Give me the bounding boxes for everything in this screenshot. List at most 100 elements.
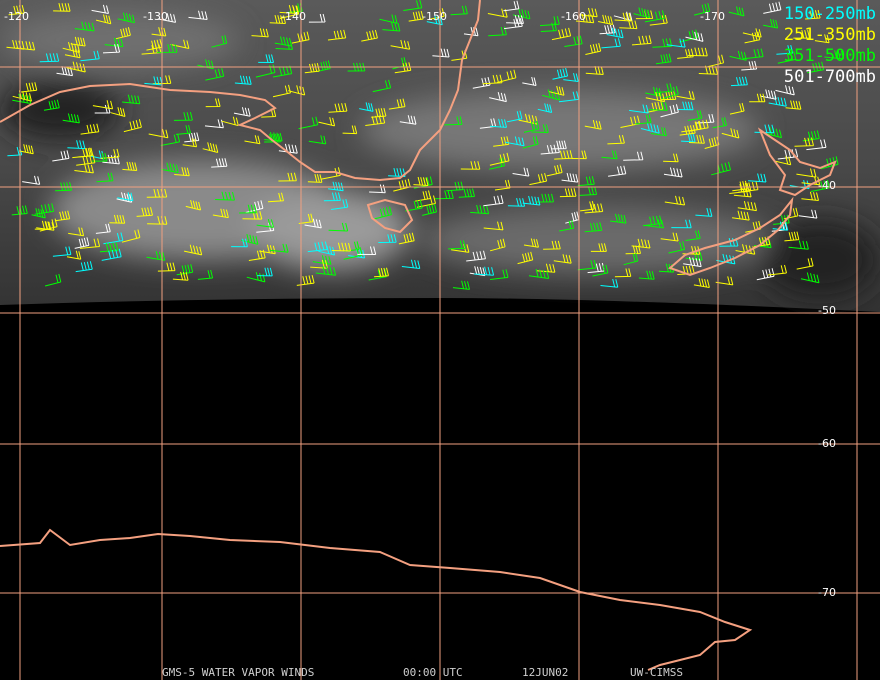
- wind-barb: [403, 0, 423, 11]
- wind-barb: [590, 243, 607, 252]
- wind-barb: [638, 270, 655, 280]
- wind-barb: [681, 120, 701, 133]
- wind-barb: [279, 4, 299, 14]
- wind-barb: [211, 35, 228, 48]
- wind-barb: [452, 280, 470, 290]
- wind-barb: [693, 2, 711, 16]
- wind-barb: [619, 20, 638, 30]
- wind-barb: [644, 219, 664, 229]
- footer: GMS-5 WATER VAPOR WINDS 00:00 UTC 12JUN0…: [162, 666, 683, 679]
- wind-barb: [784, 231, 800, 242]
- wind-barb: [763, 126, 782, 139]
- wind-barb: [814, 34, 830, 44]
- wind-barb: [631, 238, 651, 249]
- wind-barb: [426, 15, 443, 26]
- wind-barb: [257, 267, 273, 277]
- wind-barb: [19, 144, 34, 155]
- wind-barb: [522, 136, 539, 149]
- wind-barb: [141, 44, 162, 55]
- wind-barb: [640, 122, 660, 134]
- wind-barb: [610, 213, 627, 224]
- wind-barb: [648, 102, 668, 111]
- wind-barb: [559, 188, 577, 198]
- wind-barb: [805, 9, 821, 20]
- wind-barb: [741, 60, 758, 71]
- lon-label: -140: [281, 10, 306, 23]
- wind-barb: [584, 119, 602, 130]
- lon-label: -170: [700, 10, 725, 23]
- wind-barb: [794, 137, 814, 147]
- wind-barb: [258, 54, 274, 63]
- wind-barb: [728, 6, 745, 17]
- wind-barb: [315, 265, 337, 276]
- wind-barb: [136, 207, 153, 217]
- wind-barb: [644, 10, 665, 23]
- wind-barb: [95, 14, 112, 25]
- longitude-labels: -120 -130 -140 -150 -160 -170: [4, 10, 725, 23]
- wind-barb: [490, 269, 509, 280]
- wind-barb: [248, 249, 266, 261]
- wind-barb: [182, 138, 198, 148]
- wind-barb: [96, 172, 114, 183]
- wind-barb: [631, 35, 652, 46]
- lat-label: -70: [818, 586, 836, 599]
- wind-barb: [95, 223, 111, 234]
- wind-barb: [102, 43, 121, 54]
- wind-barb: [413, 176, 433, 189]
- wind-barb: [272, 84, 291, 98]
- wind-barb: [824, 50, 844, 60]
- wind-barb: [535, 193, 554, 203]
- wind-barb: [264, 133, 281, 143]
- coastlines: [0, 0, 837, 671]
- wind-barb: [552, 140, 567, 150]
- wind-barb: [54, 210, 71, 222]
- wind-barb: [661, 86, 679, 100]
- wind-barb: [401, 259, 421, 269]
- wind-barb: [681, 133, 696, 143]
- wind-barb: [170, 39, 190, 49]
- wind-barb: [374, 267, 389, 278]
- wind-barb: [666, 38, 686, 48]
- wind-barb: [398, 232, 415, 245]
- wind-barb: [157, 44, 178, 53]
- wind-barb: [732, 210, 750, 221]
- wind-barb: [807, 61, 825, 74]
- wind-barb: [148, 128, 169, 139]
- lon-label: -130: [143, 10, 168, 23]
- wind-barb: [730, 76, 748, 87]
- wind-barb: [645, 86, 662, 97]
- wind-barb: [537, 103, 553, 113]
- wind-barb: [507, 110, 523, 123]
- wind-barb: [183, 244, 203, 256]
- wind-barbs: [6, 0, 844, 290]
- wind-barb: [422, 203, 437, 216]
- wind-barb: [775, 85, 795, 96]
- wind-barb: [379, 14, 398, 24]
- coastline-nz-north: [757, 127, 837, 197]
- wind-barb: [798, 209, 818, 219]
- wind-barb: [711, 161, 731, 176]
- wind-barb: [785, 100, 802, 110]
- wind-barb: [729, 102, 745, 115]
- wind-barb: [633, 7, 651, 19]
- wind-barb: [184, 132, 200, 143]
- wind-barb: [528, 268, 550, 279]
- wind-barb: [233, 107, 251, 117]
- wind-barb: [359, 102, 374, 112]
- wind-barb: [365, 114, 386, 126]
- wind-barb: [585, 42, 602, 55]
- footer-text: 00:00 UTC: [403, 666, 463, 679]
- wind-barb: [241, 233, 259, 245]
- wind-barb: [564, 35, 583, 47]
- wind-barb: [202, 142, 219, 153]
- wind-barb: [298, 116, 319, 130]
- wind-barb: [91, 4, 109, 14]
- wind-barb: [549, 85, 565, 96]
- legend-entry: 251-350mb: [784, 25, 876, 45]
- wind-barb: [234, 75, 252, 85]
- wind-barb: [144, 76, 163, 86]
- wind-barb: [608, 165, 627, 177]
- wind-barb: [205, 98, 221, 108]
- wind-barb: [20, 82, 38, 93]
